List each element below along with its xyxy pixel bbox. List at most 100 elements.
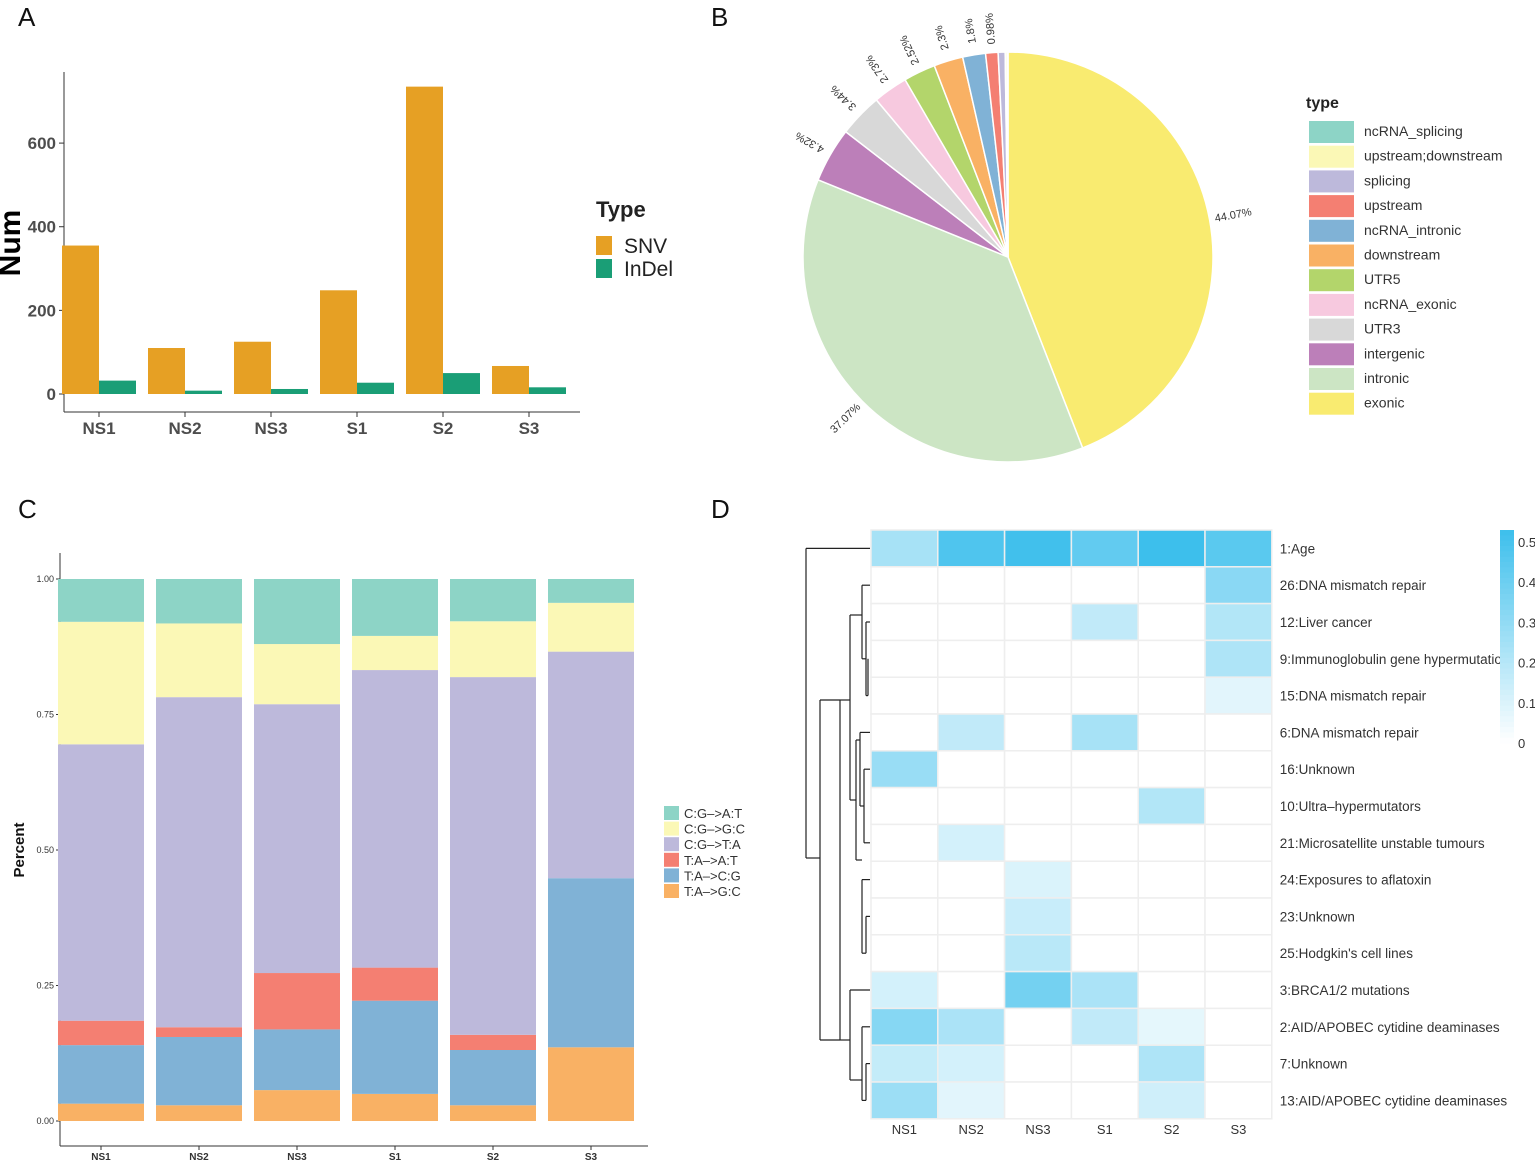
d-cell bbox=[1204, 1007, 1273, 1046]
d-cell bbox=[1070, 1081, 1139, 1120]
c-bar-segment-ns2 bbox=[156, 1105, 242, 1121]
b-legend-title: type bbox=[1306, 95, 1339, 112]
d-cell bbox=[1070, 529, 1139, 568]
d-scale-tick-label: 0.1 bbox=[1518, 696, 1535, 711]
d-cell bbox=[1137, 1007, 1206, 1046]
d-cell bbox=[1070, 713, 1139, 752]
b-legend-swatch bbox=[1309, 392, 1354, 415]
b-slice-label: 4.32% bbox=[793, 129, 826, 155]
d-cell bbox=[1070, 750, 1139, 789]
d-cell bbox=[937, 823, 1006, 862]
d-scale-step bbox=[1500, 572, 1514, 579]
panel-label-a: A bbox=[18, 2, 36, 32]
d-cell bbox=[1070, 639, 1139, 678]
c-bar-segment-ns3 bbox=[254, 1029, 340, 1091]
a-bar-indel-ns3 bbox=[271, 388, 308, 394]
b-legend-swatch bbox=[1309, 269, 1354, 292]
d-cell bbox=[1070, 823, 1139, 862]
a-bar-snv-s2 bbox=[406, 86, 443, 395]
b-slice-label: 37.07% bbox=[828, 401, 863, 436]
c-bar-segment-s1 bbox=[352, 1000, 438, 1094]
d-scale-step bbox=[1500, 657, 1514, 664]
a-y-tick-label: 400 bbox=[28, 218, 56, 237]
d-cell bbox=[1070, 897, 1139, 936]
d-cell bbox=[1137, 639, 1206, 678]
d-cell bbox=[937, 750, 1006, 789]
panel-label-d: D bbox=[711, 494, 730, 524]
b-legend-label: ncRNA_exonic bbox=[1364, 296, 1457, 312]
d-scale-step bbox=[1500, 641, 1514, 648]
d-row-label: 2:AID/APOBEC cytidine deaminases bbox=[1280, 1020, 1500, 1035]
c-x-tick-label: NS2 bbox=[189, 1152, 209, 1160]
b-legend-swatch bbox=[1309, 244, 1354, 267]
b-legend-swatch bbox=[1309, 343, 1354, 366]
d-scale-step bbox=[1500, 577, 1514, 584]
c-bar-segment-s2 bbox=[450, 621, 536, 678]
a-bar-indel-s1 bbox=[357, 382, 394, 394]
c-bar-segment-s1 bbox=[352, 579, 438, 636]
c-bar-segment-ns1 bbox=[58, 579, 144, 622]
b-legend-label: intronic bbox=[1364, 370, 1409, 386]
d-scale-tick-label: 0.4 bbox=[1518, 575, 1535, 590]
d-cell bbox=[1204, 676, 1273, 715]
d-scale-step bbox=[1500, 609, 1514, 616]
d-cell bbox=[870, 860, 939, 899]
d-cell bbox=[937, 713, 1006, 752]
c-x-tick-label: NS1 bbox=[91, 1152, 111, 1160]
d-cell bbox=[1003, 934, 1073, 973]
c-legend-label: T:A–>G:C bbox=[684, 884, 741, 899]
d-cell bbox=[1003, 566, 1073, 605]
c-legend-swatch bbox=[664, 821, 679, 836]
d-cell bbox=[937, 934, 1006, 973]
d-scale-step bbox=[1500, 721, 1514, 728]
c-bar-segment-ns1 bbox=[58, 744, 144, 1021]
a-x-tick-label: S1 bbox=[347, 419, 368, 438]
d-scale-step bbox=[1500, 673, 1514, 680]
a-bar-indel-s2 bbox=[443, 373, 480, 394]
a-legend-title: Type bbox=[596, 197, 646, 222]
d-row-label: 23:Unknown bbox=[1280, 909, 1355, 924]
c-bar-segment-ns2 bbox=[156, 1027, 242, 1037]
c-bar-segment-s3 bbox=[548, 602, 634, 652]
d-scale-step bbox=[1500, 604, 1514, 611]
b-slice-label: 44.07% bbox=[1214, 206, 1253, 225]
d-cell bbox=[1204, 934, 1273, 973]
d-cell bbox=[1204, 750, 1273, 789]
a-bar-snv-ns1 bbox=[62, 245, 99, 394]
d-cell bbox=[937, 566, 1006, 605]
c-bar-segment-s2 bbox=[450, 1105, 536, 1121]
d-cell bbox=[1003, 970, 1073, 1010]
a-legend-swatch bbox=[596, 259, 612, 278]
d-cell bbox=[870, 786, 939, 826]
d-cell bbox=[937, 602, 1006, 642]
d-cell bbox=[1137, 713, 1206, 752]
a-y-tick-label: 0 bbox=[47, 385, 56, 404]
d-cell bbox=[1003, 823, 1073, 862]
d-row-label: 24:Exposures to aflatoxin bbox=[1280, 873, 1432, 888]
d-cell bbox=[1003, 1044, 1073, 1083]
a-bar-indel-ns1 bbox=[99, 380, 136, 394]
panel-label-c: C bbox=[18, 494, 37, 524]
c-legend-swatch bbox=[664, 806, 679, 820]
d-cell bbox=[937, 786, 1006, 826]
a-y-tick-label: 600 bbox=[28, 134, 56, 153]
d-cell bbox=[1003, 676, 1073, 715]
d-cell bbox=[1070, 970, 1139, 1010]
d-row-label: 10:Ultra–hypermutators bbox=[1280, 799, 1421, 814]
a-x-tick-label: S2 bbox=[433, 419, 454, 438]
d-cell bbox=[1204, 1044, 1273, 1083]
d-scale-step bbox=[1500, 695, 1514, 701]
c-bar-segment-s2 bbox=[450, 1034, 536, 1050]
d-row-label: 7:Unknown bbox=[1280, 1057, 1348, 1072]
b-legend-swatch bbox=[1309, 170, 1354, 193]
chart-d: 1:Age 26:DNA mismatch repair 12:Liver canc… bbox=[805, 529, 1535, 1137]
a-bar-indel-s3 bbox=[529, 387, 566, 394]
d-col-label: S2 bbox=[1164, 1122, 1180, 1137]
d-scale-step bbox=[1500, 684, 1514, 691]
b-slice-label: 2.3% bbox=[933, 24, 952, 52]
d-scale-step bbox=[1500, 705, 1514, 712]
d-scale-step bbox=[1500, 535, 1514, 542]
b-legend-swatch bbox=[1309, 145, 1354, 168]
d-scale-step bbox=[1500, 679, 1514, 685]
